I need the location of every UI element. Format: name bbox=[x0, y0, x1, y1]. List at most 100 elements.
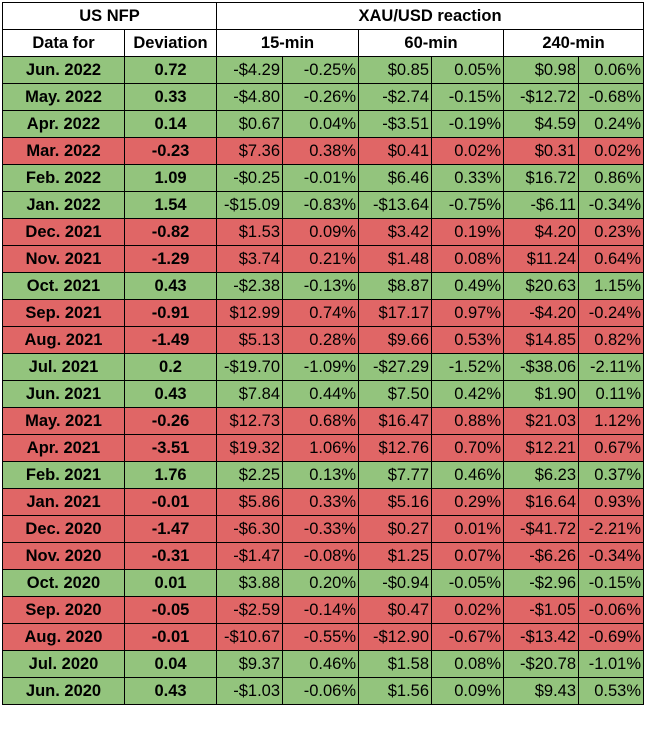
cell-deviation: 0.33 bbox=[123, 83, 218, 111]
table-row: Feb. 2022 1.09 -$0.25 -0.01% $6.46 0.33% $16.7… bbox=[2, 164, 645, 192]
cell-15min-usd: -$19.70 bbox=[216, 353, 284, 381]
cell-240min-usd: $20.63 bbox=[503, 272, 580, 300]
cell-15min-pct: -0.08% bbox=[282, 542, 360, 570]
cell-date: Sep. 2021 bbox=[2, 299, 125, 327]
cell-deviation: 0.43 bbox=[123, 677, 218, 705]
cell-deviation: -0.01 bbox=[123, 623, 218, 651]
cell-240min-usd: $11.24 bbox=[503, 245, 580, 273]
cell-240min-pct: -2.11% bbox=[578, 353, 645, 381]
table-body: Jun. 2022 0.72 -$4.29 -0.25% $0.85 0.05% $0.98… bbox=[2, 56, 645, 705]
cell-15min-pct: 0.68% bbox=[282, 407, 360, 435]
column-header-60-min: 60-min bbox=[358, 29, 505, 57]
cell-date: Jul. 2020 bbox=[2, 650, 125, 678]
cell-240min-usd: -$6.11 bbox=[503, 191, 580, 219]
cell-date: Mar. 2022 bbox=[2, 137, 125, 165]
cell-240min-pct: -0.24% bbox=[578, 299, 645, 327]
cell-240min-usd: -$4.20 bbox=[503, 299, 580, 327]
cell-deviation: -3.51 bbox=[123, 434, 218, 462]
cell-date: May. 2022 bbox=[2, 83, 125, 111]
table-row: Apr. 2022 0.14 $0.67 0.04% -$3.51 -0.19% $4.59… bbox=[2, 110, 645, 138]
table-row: May. 2022 0.33 -$4.80 -0.26% -$2.74 -0.15% -$1… bbox=[2, 83, 645, 111]
cell-60min-pct: 0.09% bbox=[431, 677, 505, 705]
cell-date: Jun. 2022 bbox=[2, 56, 125, 84]
cell-date: Dec. 2021 bbox=[2, 218, 125, 246]
cell-deviation: -1.29 bbox=[123, 245, 218, 273]
group-header-row: US NFP XAU/USD reaction bbox=[1, 2, 645, 30]
cell-60min-pct: 0.97% bbox=[431, 299, 505, 327]
cell-15min-pct: 0.46% bbox=[282, 650, 360, 678]
cell-240min-usd: -$12.72 bbox=[503, 83, 580, 111]
cell-240min-usd: -$38.06 bbox=[503, 353, 580, 381]
cell-deviation: 0.2 bbox=[123, 353, 218, 381]
cell-240min-usd: $6.23 bbox=[503, 461, 580, 489]
cell-60min-pct: -0.05% bbox=[431, 569, 505, 597]
cell-15min-pct: -0.55% bbox=[282, 623, 360, 651]
cell-15min-usd: -$6.30 bbox=[216, 515, 284, 543]
column-header-data-for: Data for bbox=[2, 29, 125, 57]
cell-240min-pct: 0.37% bbox=[578, 461, 645, 489]
cell-date: Nov. 2020 bbox=[2, 542, 125, 570]
cell-60min-usd: $3.42 bbox=[358, 218, 433, 246]
cell-15min-usd: $3.74 bbox=[216, 245, 284, 273]
cell-60min-usd: $7.50 bbox=[358, 380, 433, 408]
cell-15min-usd: $7.84 bbox=[216, 380, 284, 408]
cell-15min-pct: -0.14% bbox=[282, 596, 360, 624]
cell-date: Jan. 2022 bbox=[2, 191, 125, 219]
cell-deviation: -0.05 bbox=[123, 596, 218, 624]
cell-date: Apr. 2022 bbox=[2, 110, 125, 138]
cell-240min-usd: -$20.78 bbox=[503, 650, 580, 678]
table-row: Sep. 2020 -0.05 -$2.59 -0.14% $0.47 0.02% -$1.… bbox=[2, 596, 645, 624]
cell-15min-pct: 0.20% bbox=[282, 569, 360, 597]
cell-deviation: 0.04 bbox=[123, 650, 218, 678]
cell-15min-pct: 0.21% bbox=[282, 245, 360, 273]
cell-240min-usd: -$41.72 bbox=[503, 515, 580, 543]
cell-240min-pct: 0.06% bbox=[578, 56, 645, 84]
cell-240min-usd: $16.72 bbox=[503, 164, 580, 192]
cell-240min-pct: -0.68% bbox=[578, 83, 645, 111]
cell-240min-pct: -0.69% bbox=[578, 623, 645, 651]
cell-60min-pct: 0.46% bbox=[431, 461, 505, 489]
cell-15min-pct: 0.44% bbox=[282, 380, 360, 408]
cell-deviation: 1.54 bbox=[123, 191, 218, 219]
table-row: Aug. 2020 -0.01 -$10.67 -0.55% -$12.90 -0.67%… bbox=[2, 623, 645, 651]
cell-60min-pct: 0.33% bbox=[431, 164, 505, 192]
cell-60min-usd: -$2.74 bbox=[358, 83, 433, 111]
cell-60min-usd: $0.41 bbox=[358, 137, 433, 165]
cell-15min-usd: -$4.29 bbox=[216, 56, 284, 84]
cell-60min-usd: $7.77 bbox=[358, 461, 433, 489]
cell-date: Jun. 2020 bbox=[2, 677, 125, 705]
cell-60min-pct: 0.07% bbox=[431, 542, 505, 570]
cell-240min-usd: $9.43 bbox=[503, 677, 580, 705]
cell-60min-pct: 0.01% bbox=[431, 515, 505, 543]
cell-60min-usd: $1.56 bbox=[358, 677, 433, 705]
cell-15min-usd: -$1.03 bbox=[216, 677, 284, 705]
table-row: Feb. 2021 1.76 $2.25 0.13% $7.77 0.46% $6.23 0.… bbox=[2, 461, 645, 489]
cell-15min-usd: -$2.59 bbox=[216, 596, 284, 624]
cell-15min-pct: -0.33% bbox=[282, 515, 360, 543]
cell-240min-usd: $1.90 bbox=[503, 380, 580, 408]
cell-15min-usd: $0.67 bbox=[216, 110, 284, 138]
cell-60min-pct: -0.67% bbox=[431, 623, 505, 651]
cell-15min-usd: -$10.67 bbox=[216, 623, 284, 651]
column-header-15-min: 15-min bbox=[216, 29, 360, 57]
cell-15min-usd: $3.88 bbox=[216, 569, 284, 597]
cell-240min-usd: -$1.05 bbox=[503, 596, 580, 624]
cell-240min-usd: $12.21 bbox=[503, 434, 580, 462]
cell-60min-usd: $0.47 bbox=[358, 596, 433, 624]
cell-60min-pct: -0.75% bbox=[431, 191, 505, 219]
cell-deviation: -0.31 bbox=[123, 542, 218, 570]
cell-60min-pct: -1.52% bbox=[431, 353, 505, 381]
table-row: Jan. 2022 1.54 -$15.09 -0.83% -$13.64 -0.75% -… bbox=[2, 191, 645, 219]
cell-240min-usd: $4.59 bbox=[503, 110, 580, 138]
cell-60min-usd: $1.48 bbox=[358, 245, 433, 273]
cell-15min-usd: $12.99 bbox=[216, 299, 284, 327]
cell-15min-pct: 0.33% bbox=[282, 488, 360, 516]
cell-240min-usd: -$6.26 bbox=[503, 542, 580, 570]
column-header-deviation: Deviation bbox=[123, 29, 218, 57]
cell-15min-usd: $2.25 bbox=[216, 461, 284, 489]
table-row: Jun. 2021 0.43 $7.84 0.44% $7.50 0.42% $1.90 0.… bbox=[2, 380, 645, 408]
cell-240min-pct: -0.15% bbox=[578, 569, 645, 597]
cell-15min-pct: 0.28% bbox=[282, 326, 360, 354]
cell-60min-usd: $5.16 bbox=[358, 488, 433, 516]
column-header-row: Data for Deviation 15-min 60-min 240-min bbox=[2, 29, 645, 57]
